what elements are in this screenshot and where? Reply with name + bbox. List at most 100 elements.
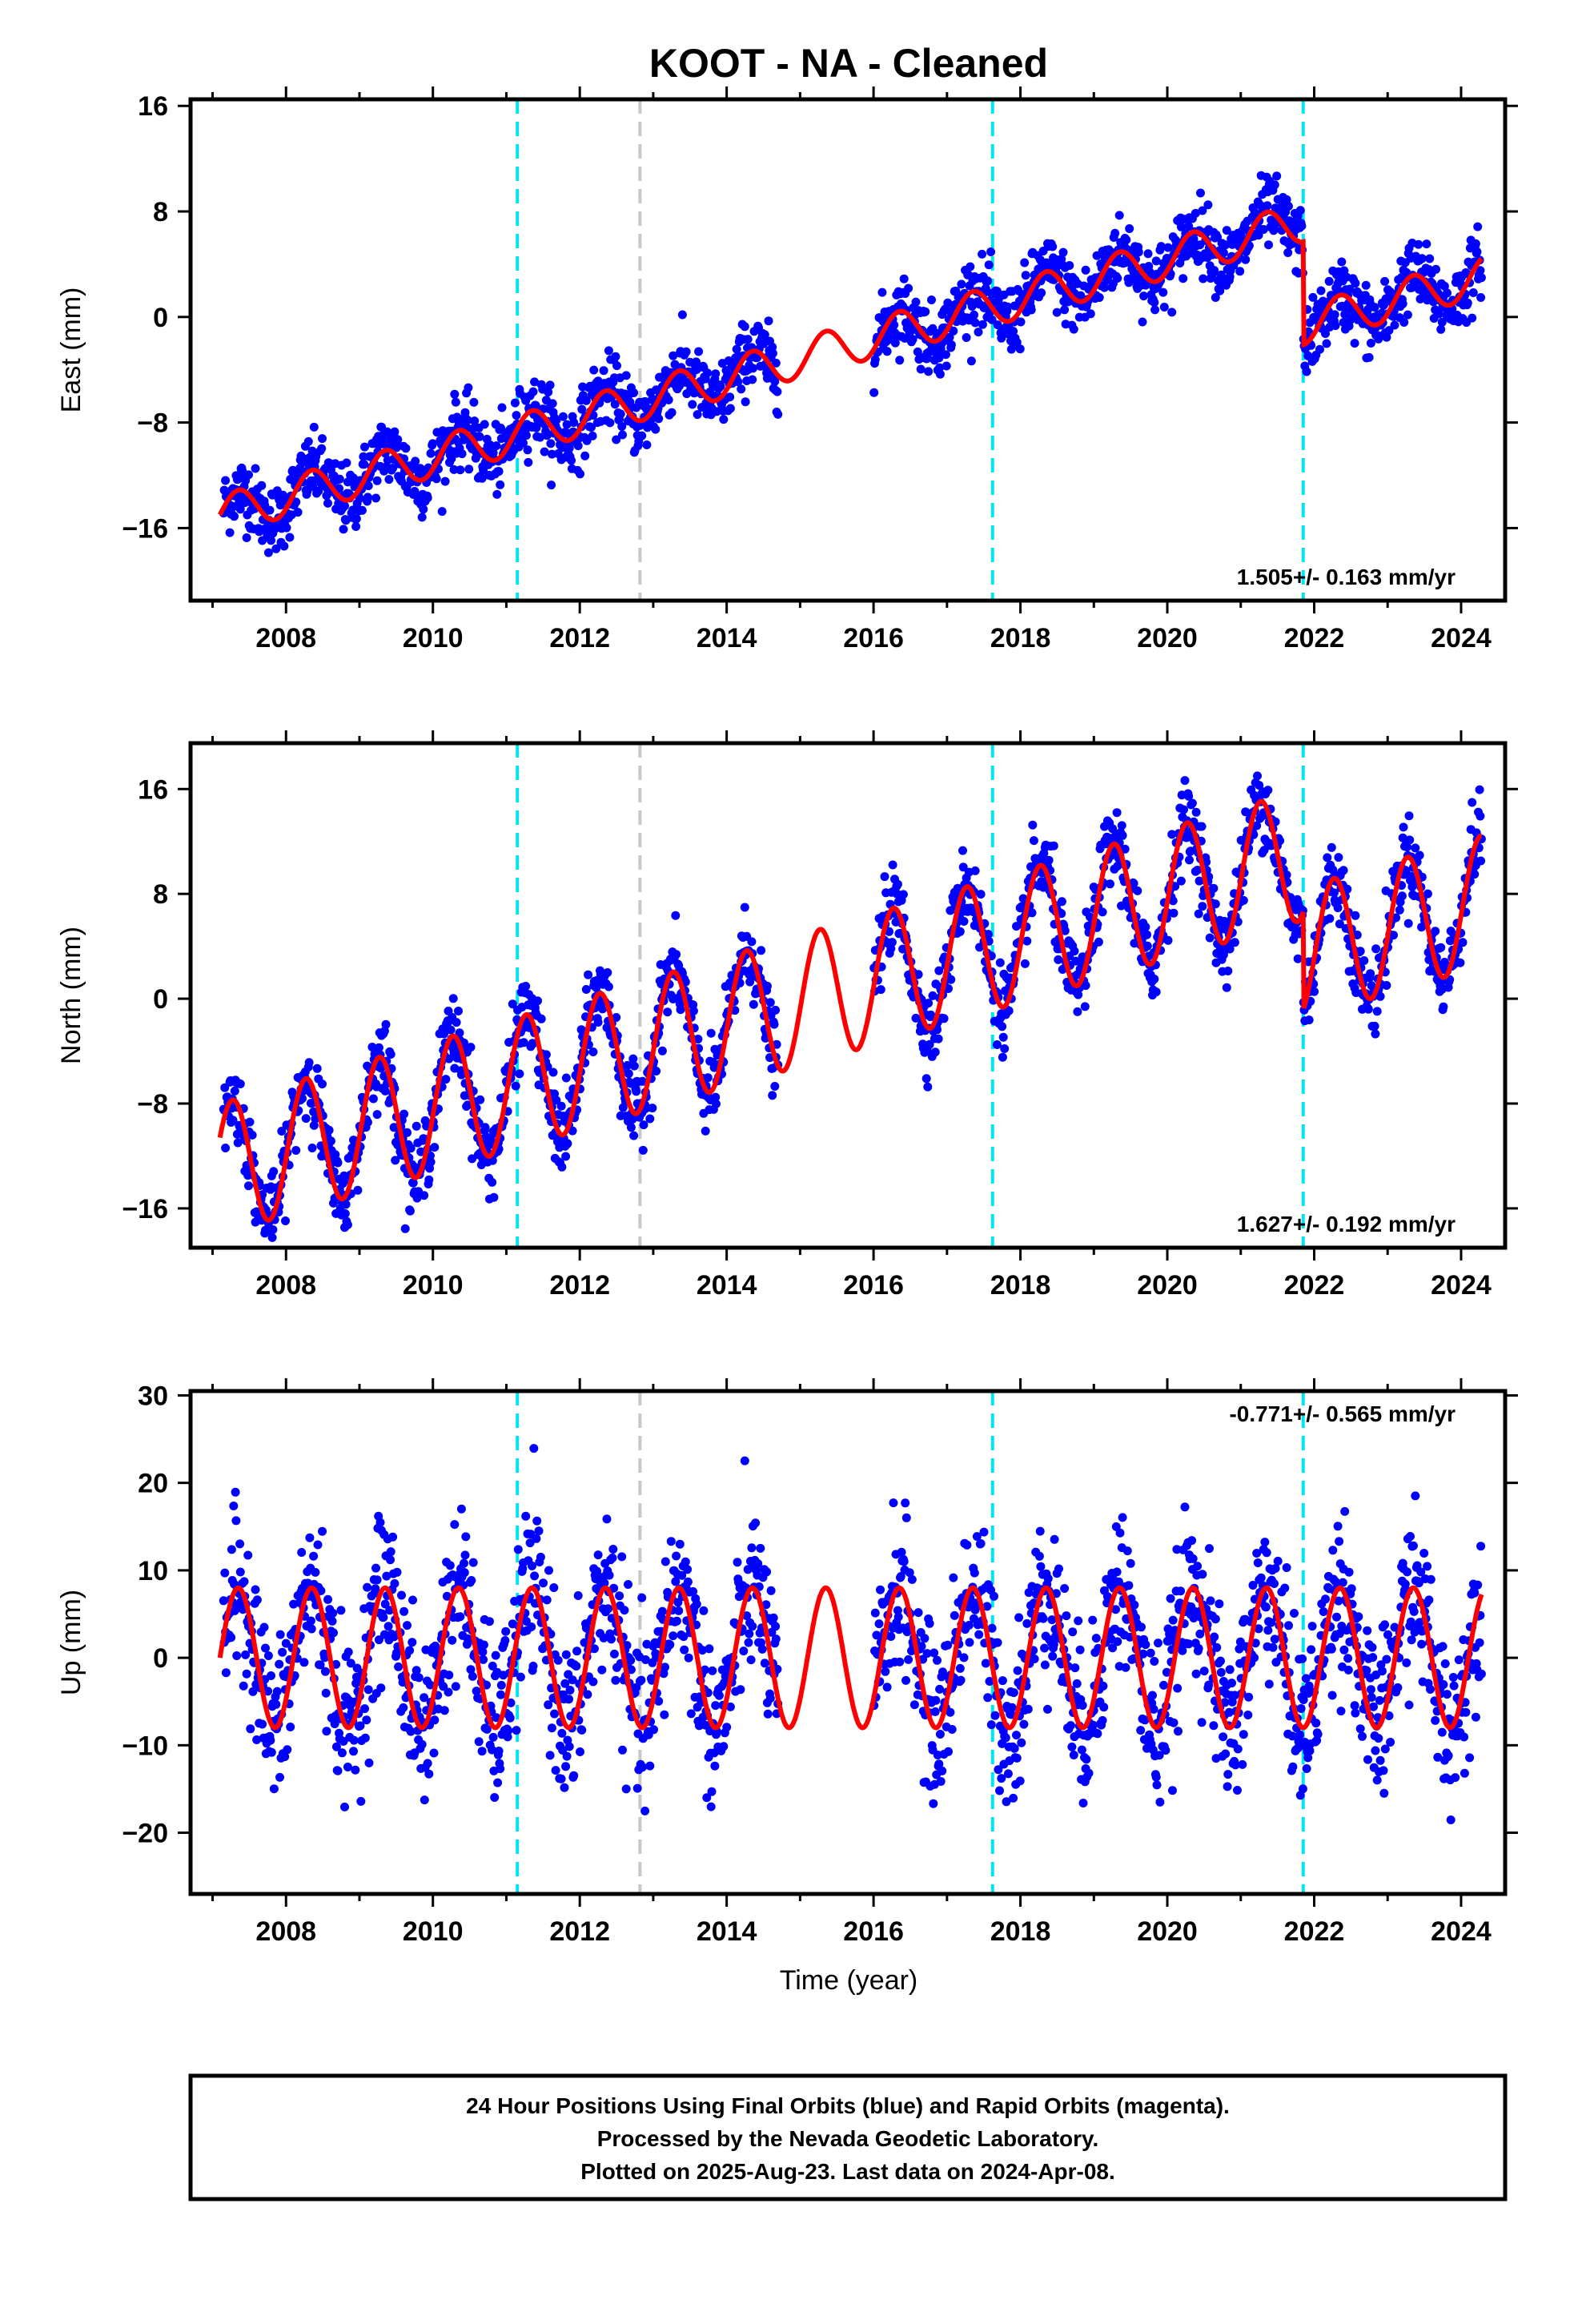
data-point	[1468, 288, 1478, 297]
data-point	[405, 1646, 415, 1655]
data-point	[1017, 1738, 1026, 1747]
data-point	[523, 445, 532, 455]
data-point	[1339, 866, 1348, 875]
data-point	[671, 911, 681, 920]
data-point	[1044, 855, 1054, 865]
data-point	[564, 1695, 573, 1704]
data-point	[976, 890, 986, 899]
data-point	[456, 465, 465, 475]
data-point	[931, 1695, 941, 1705]
data-point	[976, 1539, 986, 1548]
data-point	[528, 1561, 536, 1570]
data-point	[993, 1638, 1002, 1647]
data-point	[930, 1047, 940, 1057]
data-point	[386, 1547, 396, 1557]
data-point	[390, 1578, 400, 1588]
panel-east: 2008 2010 2012 2014 2016 2018 2020 2022 2024−16−…	[56, 86, 1518, 653]
data-point	[672, 1551, 681, 1561]
data-point	[617, 422, 627, 431]
data-point	[889, 1498, 898, 1508]
data-point	[992, 1040, 1002, 1049]
panel-up: 2008 2010 2012 2014 2016 2018 2020 2022 2024−20−…	[56, 1378, 1518, 1947]
data-point	[707, 1787, 717, 1796]
data-point	[588, 1677, 598, 1687]
data-point	[440, 1029, 448, 1039]
data-point	[376, 1683, 386, 1693]
data-point	[990, 1711, 1000, 1720]
data-point	[1471, 239, 1480, 248]
data-point	[364, 1758, 374, 1767]
data-point	[1434, 309, 1443, 319]
data-point	[380, 1086, 390, 1096]
data-point	[489, 1192, 499, 1202]
data-point	[403, 1128, 412, 1137]
data-point	[496, 1690, 505, 1699]
data-point	[990, 1591, 998, 1601]
data-point	[1198, 206, 1207, 215]
data-point	[588, 431, 597, 440]
data-point	[258, 1719, 267, 1729]
data-point	[1403, 919, 1413, 928]
data-point	[282, 523, 291, 533]
data-point	[642, 440, 652, 449]
data-point	[899, 1557, 909, 1566]
data-point	[1403, 310, 1412, 320]
data-point	[312, 1063, 322, 1073]
data-point	[245, 1117, 255, 1127]
data-point	[970, 318, 980, 328]
data-point	[360, 1704, 369, 1714]
x-tick-label: 2016	[843, 623, 904, 653]
data-point	[748, 1622, 757, 1631]
data-point	[882, 347, 892, 356]
data-point	[1476, 811, 1485, 821]
data-point	[739, 1647, 749, 1656]
data-point	[1134, 247, 1143, 257]
data-point	[1191, 208, 1200, 218]
data-point	[468, 1154, 477, 1164]
data-point	[1167, 308, 1177, 317]
data-point	[1100, 283, 1109, 292]
data-point	[1397, 891, 1407, 901]
data-point	[708, 1666, 717, 1675]
data-point	[477, 473, 487, 483]
data-point	[267, 1232, 277, 1242]
data-point	[946, 340, 956, 349]
data-point	[1163, 935, 1173, 945]
data-point	[1021, 271, 1030, 280]
data-point	[322, 1727, 331, 1736]
data-point	[908, 335, 917, 344]
data-point	[888, 860, 897, 870]
data-point	[221, 1144, 231, 1152]
x-tick-label: 2020	[1137, 1270, 1198, 1301]
data-point	[638, 1145, 648, 1155]
data-point	[484, 1617, 494, 1626]
data-point	[463, 416, 472, 425]
data-point	[460, 1558, 468, 1568]
data-point	[933, 1655, 942, 1665]
data-point	[228, 1116, 238, 1125]
data-point	[371, 1563, 380, 1573]
data-point	[375, 1518, 385, 1527]
data-point	[637, 431, 647, 440]
data-point	[1117, 821, 1126, 830]
data-point	[532, 1516, 542, 1526]
data-point	[337, 1748, 347, 1758]
data-point	[602, 1514, 612, 1524]
data-point	[461, 1532, 471, 1542]
data-point	[1235, 267, 1245, 276]
data-point	[1151, 987, 1161, 997]
data-point	[621, 1784, 631, 1794]
data-point	[357, 505, 367, 515]
data-point	[556, 1774, 566, 1783]
data-point	[943, 1640, 953, 1650]
data-point	[496, 1764, 505, 1774]
data-point	[1184, 222, 1194, 231]
data-point	[550, 1709, 559, 1719]
data-point	[749, 364, 757, 373]
rate-label: 1.505+/- 0.163 mm/yr	[1237, 565, 1456, 589]
data-point	[771, 1634, 781, 1644]
data-point	[1094, 937, 1103, 947]
data-point	[1315, 344, 1324, 354]
data-point	[568, 1126, 577, 1136]
